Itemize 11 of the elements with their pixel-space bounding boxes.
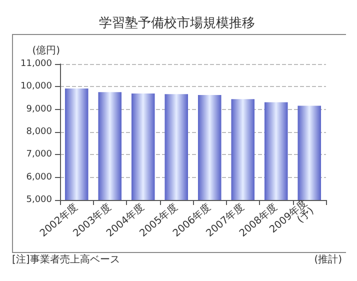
y-tick-label: 8,000 (26, 127, 52, 137)
y-tick-label: 7,000 (26, 150, 52, 160)
y-axis-title: (億円) (32, 44, 60, 56)
text: [注]事業者売上高ベース (12, 254, 120, 266)
y-tick-label: 6,000 (26, 172, 52, 182)
chart-title: 学習塾予備校市場規模推移 (99, 16, 255, 31)
y-tick-label: 10,000 (20, 82, 52, 92)
y-tick-label: 11,000 (20, 59, 52, 69)
text: (推計) (314, 254, 342, 266)
y-tick-label: 9,000 (26, 104, 52, 114)
y-tick-label: 5,000 (26, 195, 52, 205)
